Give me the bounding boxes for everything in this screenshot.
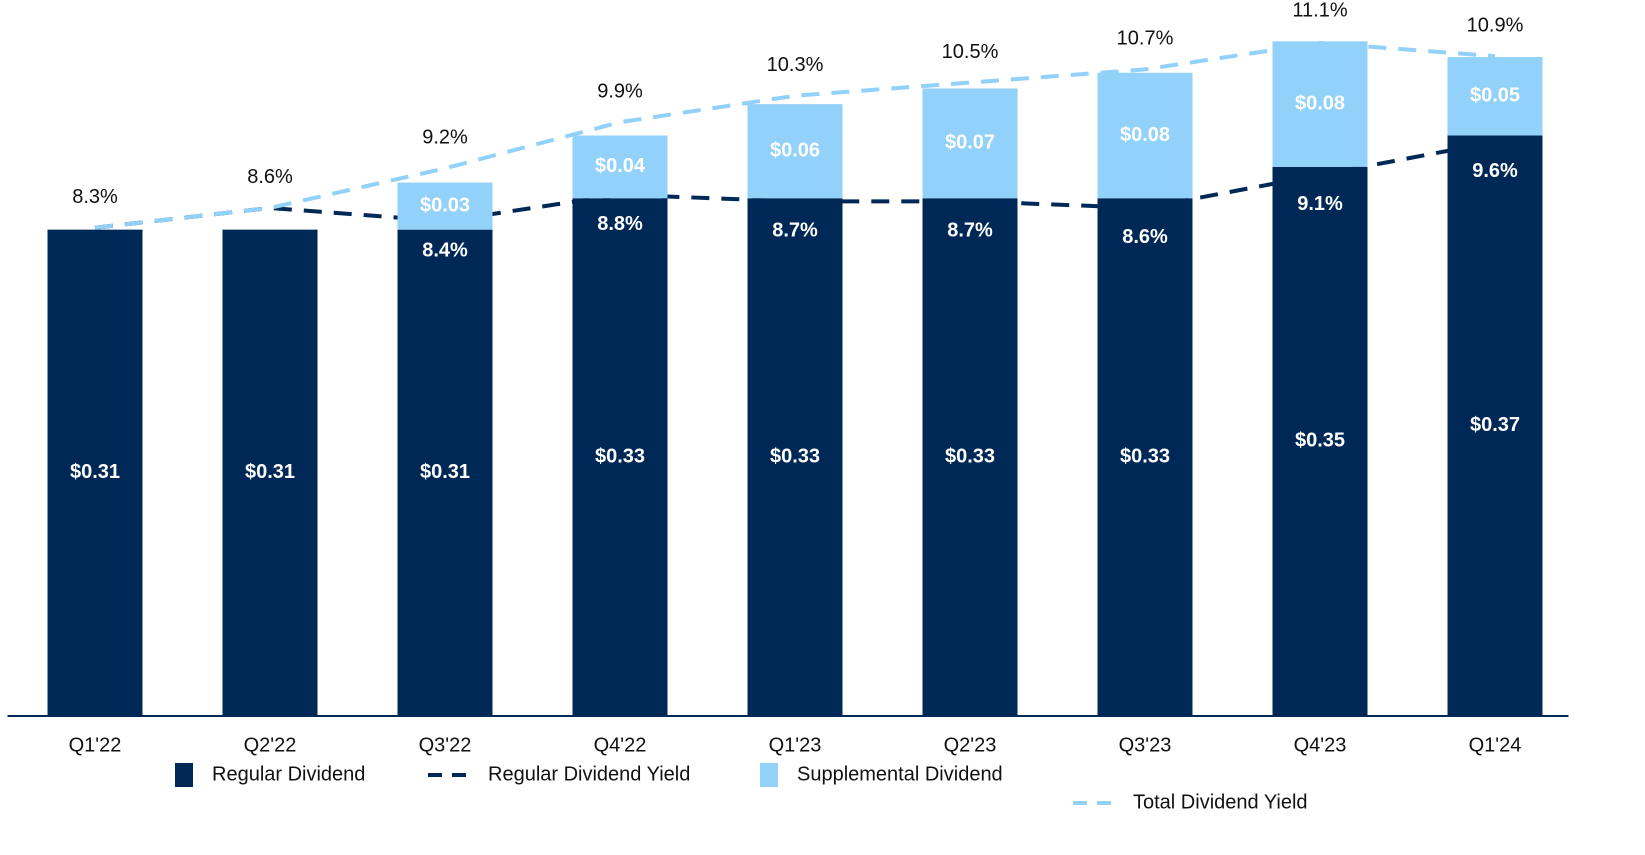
bar-value-label: $0.06 (770, 139, 820, 161)
yield-label: 8.4% (422, 239, 468, 261)
x-tick-label: Q4'23 (1294, 734, 1347, 756)
legend-label: Total Dividend Yield (1133, 791, 1308, 813)
bar-segment (397, 182, 493, 230)
yield-label: 9.9% (597, 80, 643, 102)
bar-segment (572, 135, 668, 199)
x-tick-label: Q1'23 (769, 734, 822, 756)
x-tick-label: Q3'22 (419, 734, 472, 756)
bar-value-label: $0.31 (420, 461, 470, 483)
bar-segment (1272, 41, 1368, 167)
x-tick-label: Q1'24 (1469, 734, 1522, 756)
bar-segment (572, 198, 668, 716)
yield-label: 9.1% (1297, 193, 1343, 215)
yield-label: 8.6% (1122, 226, 1168, 248)
x-tick-label: Q2'23 (944, 734, 997, 756)
bar-segment (1447, 57, 1543, 136)
yield-label: 8.6% (247, 166, 293, 188)
bar-segment (747, 198, 843, 716)
bar-segment (397, 229, 493, 716)
legend-swatch (760, 763, 778, 787)
bar-value-label: $0.05 (1470, 85, 1520, 107)
legend-swatch (175, 763, 193, 787)
yield-label: 9.6% (1472, 160, 1518, 182)
bar-segment (222, 229, 318, 716)
yield-label: 8.8% (597, 213, 643, 235)
bar-value-label: $0.37 (1470, 414, 1520, 436)
yield-label: 11.1% (1292, 0, 1347, 22)
bar-value-label: $0.03 (420, 194, 470, 216)
bar-value-label: $0.35 (1295, 430, 1345, 452)
bar-value-label: $0.31 (70, 461, 120, 483)
yield-line (94, 40, 1496, 230)
bar-value-label: $0.33 (945, 445, 995, 467)
bar-value-label: $0.31 (245, 461, 295, 483)
bar-segment (922, 88, 1018, 199)
bar-value-label: $0.08 (1295, 92, 1345, 114)
bar-segment (747, 104, 843, 199)
x-tick-label: Q3'23 (1119, 734, 1172, 756)
bar-value-label: $0.33 (595, 445, 645, 467)
yield-label: 8.7% (772, 220, 818, 242)
x-tick-label: Q2'22 (244, 734, 297, 756)
legend-label: Regular Dividend (212, 763, 365, 785)
bar-value-label: $0.08 (1120, 124, 1170, 146)
bar-value-label: $0.07 (945, 132, 995, 154)
yield-label: 8.7% (947, 220, 993, 242)
yield-label: 10.3% (767, 54, 824, 76)
x-tick-label: Q4'22 (594, 734, 647, 756)
yield-label: 9.2% (422, 127, 468, 149)
bar-segment (1097, 72, 1193, 199)
yield-label: 10.5% (942, 41, 999, 63)
bar-segment (1097, 198, 1193, 716)
legend-label: Supplemental Dividend (797, 763, 1003, 785)
legend-label: Regular Dividend Yield (488, 763, 690, 785)
bar-segment (47, 229, 143, 716)
bar-segment (1272, 166, 1368, 716)
yield-label: 10.9% (1467, 14, 1524, 36)
yield-label: 8.3% (72, 186, 118, 208)
bar-segment (1447, 135, 1543, 716)
yield-label: 10.7% (1117, 28, 1174, 50)
bar-value-label: $0.33 (770, 445, 820, 467)
bar-value-label: $0.04 (595, 155, 646, 177)
bar-value-label: $0.33 (1120, 445, 1170, 467)
bar-segment (922, 198, 1018, 716)
x-tick-label: Q1'22 (69, 734, 122, 756)
